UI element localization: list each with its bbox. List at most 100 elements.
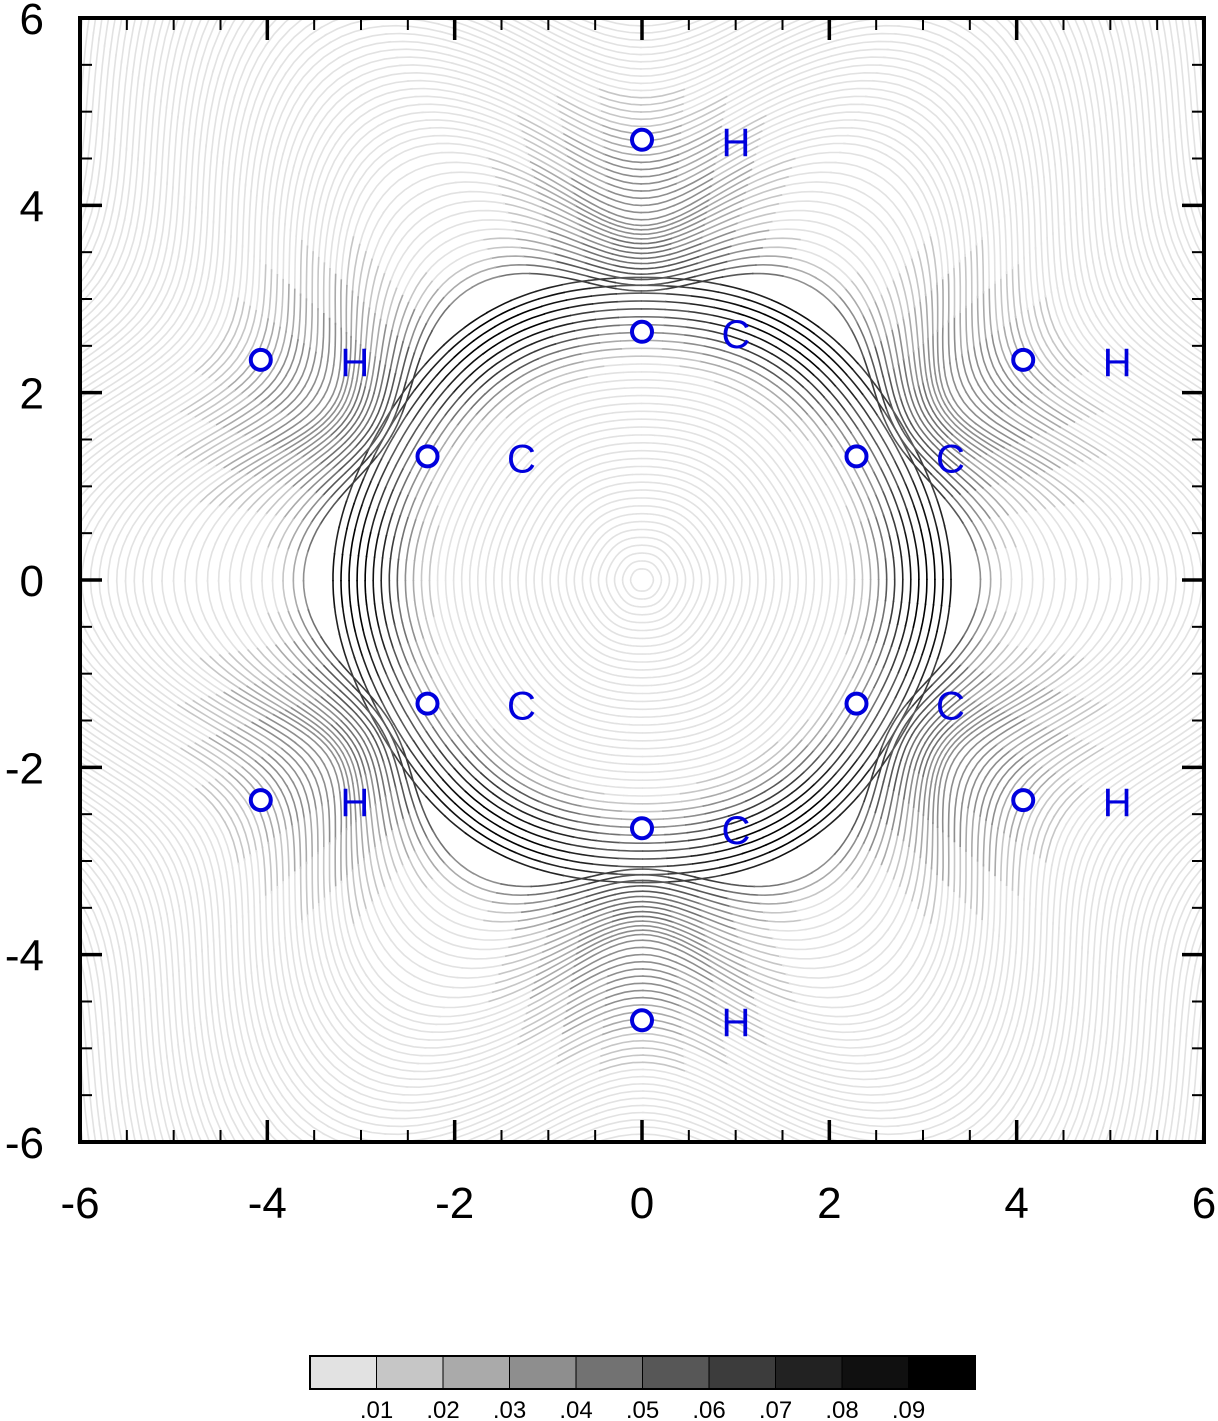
streamline — [433, 210, 471, 225]
streamline — [640, 168, 679, 178]
streamline — [624, 627, 630, 631]
streamline — [852, 637, 862, 658]
streamline — [374, 272, 386, 316]
streamline — [760, 637, 768, 649]
streamline — [650, 676, 660, 679]
streamline — [267, 953, 280, 1017]
streamline — [370, 678, 383, 703]
streamline — [502, 470, 513, 485]
streamline — [408, 857, 429, 890]
streamline — [670, 217, 707, 235]
streamline — [329, 474, 353, 499]
streamline — [541, 571, 544, 581]
streamline — [700, 734, 716, 742]
streamline — [406, 744, 423, 767]
streamline — [482, 339, 505, 355]
streamline — [590, 608, 595, 615]
streamline — [1057, 336, 1090, 373]
streamline — [437, 653, 448, 673]
streamline — [265, 716, 303, 741]
streamline — [587, 882, 617, 892]
streamline — [684, 527, 690, 534]
streamline — [187, 744, 231, 775]
streamline — [773, 659, 783, 673]
streamline — [758, 480, 769, 493]
streamline — [499, 617, 506, 631]
streamline — [603, 363, 624, 368]
streamline — [316, 730, 341, 757]
streamline — [574, 478, 585, 487]
streamline — [329, 101, 367, 139]
streamline — [641, 1032, 685, 1044]
streamline — [868, 87, 919, 104]
streamline — [80, 579, 96, 631]
streamline — [874, 877, 895, 914]
streamline — [794, 311, 820, 328]
streamline — [898, 209, 919, 252]
streamline — [608, 217, 643, 227]
streamline — [862, 356, 874, 387]
streamline — [521, 837, 547, 848]
streamline — [676, 132, 722, 156]
streamline — [143, 497, 176, 539]
streamline — [414, 662, 426, 683]
streamline — [610, 697, 622, 702]
streamline — [190, 658, 234, 693]
streamline — [749, 722, 764, 735]
streamline — [882, 645, 893, 669]
streamline — [584, 365, 605, 371]
streamline — [665, 847, 691, 852]
streamline — [228, 445, 274, 472]
streamline — [504, 1061, 560, 1092]
streamline — [561, 800, 583, 808]
streamline — [549, 518, 556, 528]
streamline — [634, 570, 637, 572]
streamline — [1015, 441, 1061, 469]
streamline — [332, 691, 358, 716]
streamline — [604, 371, 624, 375]
streamline — [664, 491, 674, 495]
streamline — [758, 524, 765, 536]
streamline — [479, 1004, 531, 1027]
streamline — [330, 1117, 387, 1135]
streamline — [815, 860, 842, 883]
streamline — [835, 753, 853, 775]
streamline — [454, 687, 467, 706]
streamline — [380, 436, 395, 461]
streamline — [566, 560, 571, 568]
streamline — [688, 531, 694, 538]
streamline — [630, 513, 637, 516]
streamline — [874, 822, 888, 859]
streamline — [1116, 621, 1150, 665]
streamline — [725, 1055, 780, 1086]
streamline — [633, 596, 636, 599]
streamline — [569, 777, 589, 785]
streamline — [355, 72, 406, 90]
streamline — [584, 559, 588, 566]
streamline — [584, 526, 590, 533]
streamline — [361, 506, 371, 533]
streamline — [884, 557, 888, 581]
streamline — [607, 777, 626, 781]
streamline — [679, 561, 684, 566]
streamline — [641, 890, 672, 896]
streamline — [545, 526, 552, 537]
streamline — [244, 724, 284, 751]
streamline — [940, 147, 964, 198]
streamline — [665, 568, 669, 572]
streamline — [845, 1002, 890, 1018]
streamline — [537, 423, 553, 434]
streamline — [275, 458, 310, 485]
streamline — [459, 479, 470, 497]
streamline — [597, 513, 605, 519]
streamline — [632, 604, 636, 608]
streamline — [762, 1028, 816, 1051]
streamline — [277, 1013, 304, 1070]
streamline — [596, 537, 601, 543]
streamline — [669, 230, 704, 245]
streamline — [1088, 457, 1135, 494]
streamline — [747, 752, 765, 765]
streamline — [680, 658, 689, 664]
streamline — [599, 534, 605, 540]
streamline — [554, 511, 562, 521]
